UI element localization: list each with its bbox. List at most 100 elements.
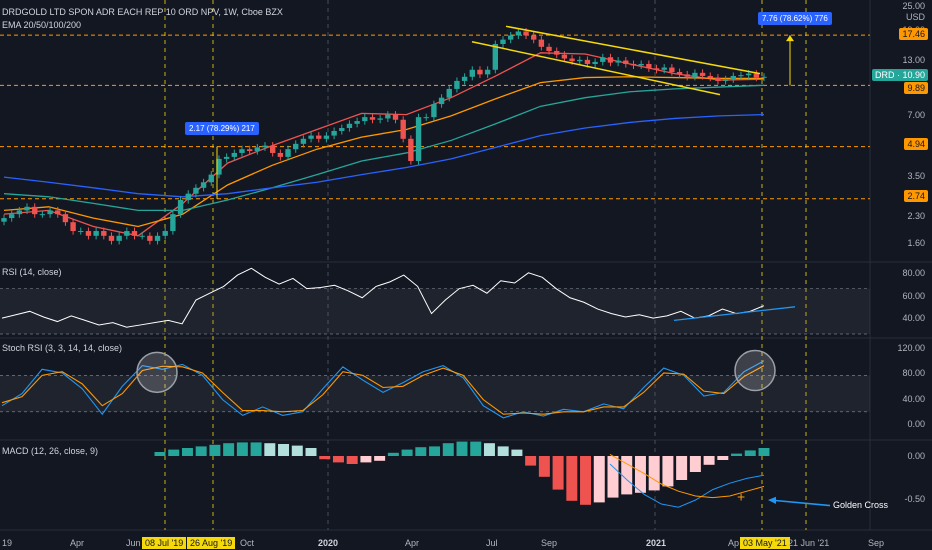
macd-bar [744,450,756,456]
date-label: Jul [486,538,498,548]
candle [454,80,460,89]
price-level-9-89: 9.89 [904,82,928,94]
candle [131,231,138,236]
measure-tag-2[interactable]: 7.76 (78.62%) 776 [758,12,832,25]
date-label: Sep [541,538,558,548]
stoch-tick-80: 80.00 [902,368,925,378]
candle [316,135,322,139]
candle [408,138,414,161]
candle [531,35,537,40]
macd-pane: + [154,441,831,508]
candle [154,235,161,241]
candle [646,63,652,69]
candle [216,158,222,175]
macd-bar [497,446,509,456]
price-tick-1-6: 1.60 [907,238,925,248]
candle [554,50,560,55]
candle [116,235,122,241]
signal-line [609,453,765,499]
candle [415,117,422,161]
date-label: Sep [868,538,885,548]
macd-bar [401,449,413,456]
vertical-date-lines [164,0,807,530]
candle [623,60,629,64]
candle [431,104,437,118]
macd-bar [483,443,495,456]
candle [446,88,452,98]
candle [39,214,46,216]
ema-line [3,113,765,198]
macd-bar [593,456,605,503]
annotations [216,35,794,199]
candle [607,57,614,63]
candle [423,117,429,119]
candle [270,145,276,153]
macd-bar [552,456,564,490]
macd-bar [717,456,729,460]
candle [1,218,7,222]
candle [339,128,345,131]
candle [162,231,168,236]
macd-bar [511,449,523,456]
date-label: Apr [70,538,85,548]
trend-channel [471,25,761,96]
macd-bar [415,447,427,456]
macd-bar [731,453,743,456]
candle [500,39,506,44]
channel-lower [471,41,721,96]
candle [193,187,199,194]
price-tick-2-3: 2.30 [907,211,925,221]
candle [93,231,99,236]
candle [85,231,92,236]
measure-tag-1[interactable]: 2.17 (78.29%) 217 [185,122,259,135]
golden-cross-label: Golden Cross [833,500,889,510]
macd-bar [305,448,317,456]
macd-bar [374,456,386,461]
candle [707,75,713,78]
macd-bar [387,452,399,456]
candle [484,69,491,75]
candle [615,60,621,63]
candle [722,79,729,81]
candle [124,231,130,236]
candle [285,149,291,157]
date-label: 2021 [646,538,667,548]
macd-bar [758,448,770,456]
stoch-line [1,365,765,415]
rsi-legend: RSI (14, close) [2,267,62,277]
currency-label: USD [905,12,925,22]
macd-bar [525,456,537,466]
candle [515,31,522,36]
macd-bar [319,456,331,460]
highlight-circle [136,351,178,394]
candle [78,231,84,233]
macd-bar [429,446,441,456]
macd-bar [538,456,550,477]
candle [223,156,230,159]
candle [208,174,214,183]
candle [577,59,583,62]
macd-bar [456,441,468,456]
stoch-legend: Stoch RSI (3, 3, 14, 14, close) [2,343,123,353]
macd-bar [291,445,303,456]
golden-cross-arrow [769,499,831,507]
candle [638,63,644,66]
candle [354,121,360,124]
channel-upper [505,25,761,75]
candle [592,61,598,64]
candle [377,118,383,120]
candle [8,214,15,219]
candle [569,58,575,62]
macd-tick-0: 0.00 [907,451,925,461]
candle [346,123,353,129]
candle [438,97,445,105]
price-level-4-94: 4.94 [904,138,928,150]
date-label: 19 [2,538,13,548]
macd-bar [332,456,344,463]
candle [108,235,115,241]
candle [101,231,107,236]
candle [538,39,545,47]
arrow-head [786,35,794,42]
